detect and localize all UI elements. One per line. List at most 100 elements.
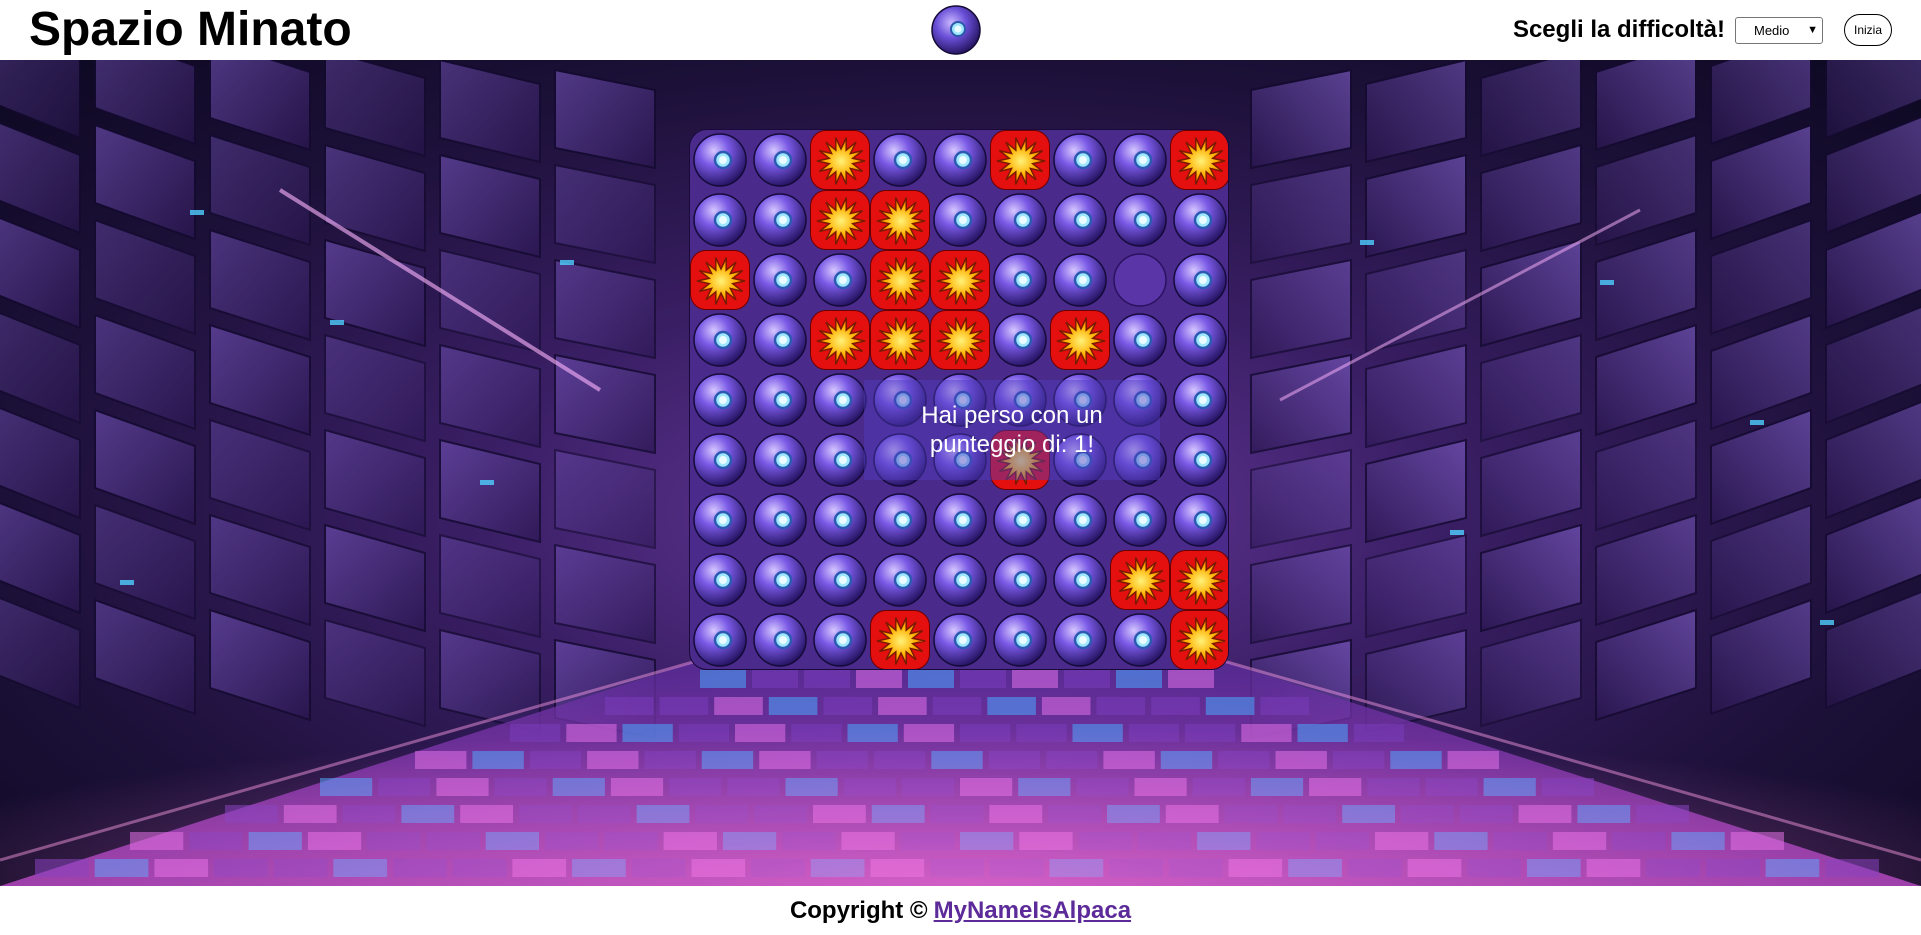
board-cell[interactable] [990, 250, 1050, 310]
board-cell[interactable] [690, 130, 750, 190]
board-cell[interactable] [1050, 610, 1110, 669]
purple-orb-icon [1113, 193, 1167, 247]
board-cell-bomb[interactable] [810, 310, 870, 370]
board-cell[interactable] [930, 430, 990, 490]
board-cell-bomb[interactable] [1170, 550, 1228, 610]
board-cell[interactable] [1050, 430, 1110, 490]
board-cell[interactable] [1170, 490, 1228, 550]
board-cell-bomb[interactable] [1050, 310, 1110, 370]
board-cell[interactable] [990, 490, 1050, 550]
board-cell[interactable] [1050, 370, 1110, 430]
purple-orb-icon [1113, 613, 1167, 667]
board-cell[interactable] [1110, 370, 1170, 430]
board-cell[interactable] [750, 610, 810, 669]
board-cell-bomb[interactable] [930, 310, 990, 370]
board-cell[interactable] [1110, 310, 1170, 370]
purple-orb-icon [813, 373, 867, 427]
board-cell-bomb[interactable] [690, 250, 750, 310]
board-cell[interactable] [1110, 430, 1170, 490]
board-cell[interactable] [1110, 610, 1170, 669]
board-cell[interactable] [1170, 430, 1228, 490]
board-cell[interactable] [870, 130, 930, 190]
board-cell[interactable] [1110, 130, 1170, 190]
board-cell[interactable] [810, 610, 870, 669]
board-cell[interactable] [810, 430, 870, 490]
board-cell[interactable] [690, 490, 750, 550]
board-cell-bomb[interactable] [990, 130, 1050, 190]
board-cell[interactable] [750, 310, 810, 370]
explosion-icon [876, 317, 926, 365]
board-cell[interactable] [750, 370, 810, 430]
board-cell[interactable] [990, 310, 1050, 370]
board-cell[interactable] [990, 370, 1050, 430]
board-cell[interactable] [870, 430, 930, 490]
board-cell-bomb[interactable] [870, 250, 930, 310]
board-cell-bomb[interactable] [810, 190, 870, 250]
board-cell[interactable] [990, 190, 1050, 250]
board-cell[interactable] [750, 490, 810, 550]
board-cell[interactable] [810, 250, 870, 310]
purple-orb-icon [873, 553, 927, 607]
board-cell[interactable] [1050, 250, 1110, 310]
board-cell[interactable] [750, 130, 810, 190]
board-cell[interactable] [930, 130, 990, 190]
purple-orb-icon [993, 313, 1047, 367]
board-cell[interactable] [690, 610, 750, 669]
author-link[interactable]: MyNameIsAlpaca [933, 896, 1132, 924]
board-cell[interactable] [930, 550, 990, 610]
board-cell[interactable] [1050, 490, 1110, 550]
board-cell[interactable] [990, 550, 1050, 610]
purple-orb-icon [753, 433, 807, 487]
board-cell[interactable] [690, 430, 750, 490]
purple-orb-icon [753, 193, 807, 247]
board-cell[interactable] [1110, 490, 1170, 550]
board-cell-bomb[interactable] [1110, 550, 1170, 610]
board-cell[interactable] [1170, 310, 1228, 370]
difficulty-select[interactable]: Medio ▼ [1735, 16, 1823, 44]
board-cell[interactable] [1170, 190, 1228, 250]
board-cell-revealed[interactable] [1110, 250, 1170, 310]
board-cell[interactable] [1050, 130, 1110, 190]
purple-orb-icon [1053, 253, 1107, 307]
board-cell-bomb[interactable] [1170, 610, 1228, 669]
board-cell-bomb[interactable] [870, 310, 930, 370]
board-cell-bomb[interactable] [870, 610, 930, 669]
board-cell[interactable] [750, 190, 810, 250]
board-cell[interactable] [870, 490, 930, 550]
board-cell-bomb[interactable] [930, 250, 990, 310]
board-cell[interactable] [870, 550, 930, 610]
board-cell[interactable] [1170, 250, 1228, 310]
board-cell[interactable] [810, 490, 870, 550]
board-cell[interactable] [750, 250, 810, 310]
purple-orb-icon [933, 373, 987, 427]
board-cell[interactable] [750, 430, 810, 490]
board-cell[interactable] [690, 310, 750, 370]
board-cell[interactable] [870, 370, 930, 430]
board-cell[interactable] [810, 550, 870, 610]
purple-orb-icon [933, 493, 987, 547]
purple-orb-icon [1053, 613, 1107, 667]
board-cell[interactable] [1170, 370, 1228, 430]
board-cell-bomb[interactable] [1170, 130, 1228, 190]
start-button[interactable]: Inizia [1844, 14, 1892, 46]
board-cell[interactable] [930, 490, 990, 550]
board-cell-bomb[interactable] [810, 130, 870, 190]
purple-orb-icon [753, 553, 807, 607]
board-cell[interactable] [990, 610, 1050, 669]
board-cell[interactable] [1050, 550, 1110, 610]
purple-orb-icon [1173, 193, 1227, 247]
board-cell[interactable] [930, 610, 990, 669]
board-cell[interactable] [930, 370, 990, 430]
board-cell[interactable] [1110, 190, 1170, 250]
board-cell[interactable] [690, 550, 750, 610]
board-cell[interactable] [690, 190, 750, 250]
board-cell-bomb[interactable] [870, 190, 930, 250]
board-cell[interactable] [930, 190, 990, 250]
purple-orb-icon [813, 253, 867, 307]
board-cell-bomb[interactable] [990, 430, 1050, 490]
board-cell[interactable] [750, 550, 810, 610]
board-cell[interactable] [1050, 190, 1110, 250]
revealed-cell [1113, 253, 1167, 307]
board-cell[interactable] [690, 370, 750, 430]
board-cell[interactable] [810, 370, 870, 430]
